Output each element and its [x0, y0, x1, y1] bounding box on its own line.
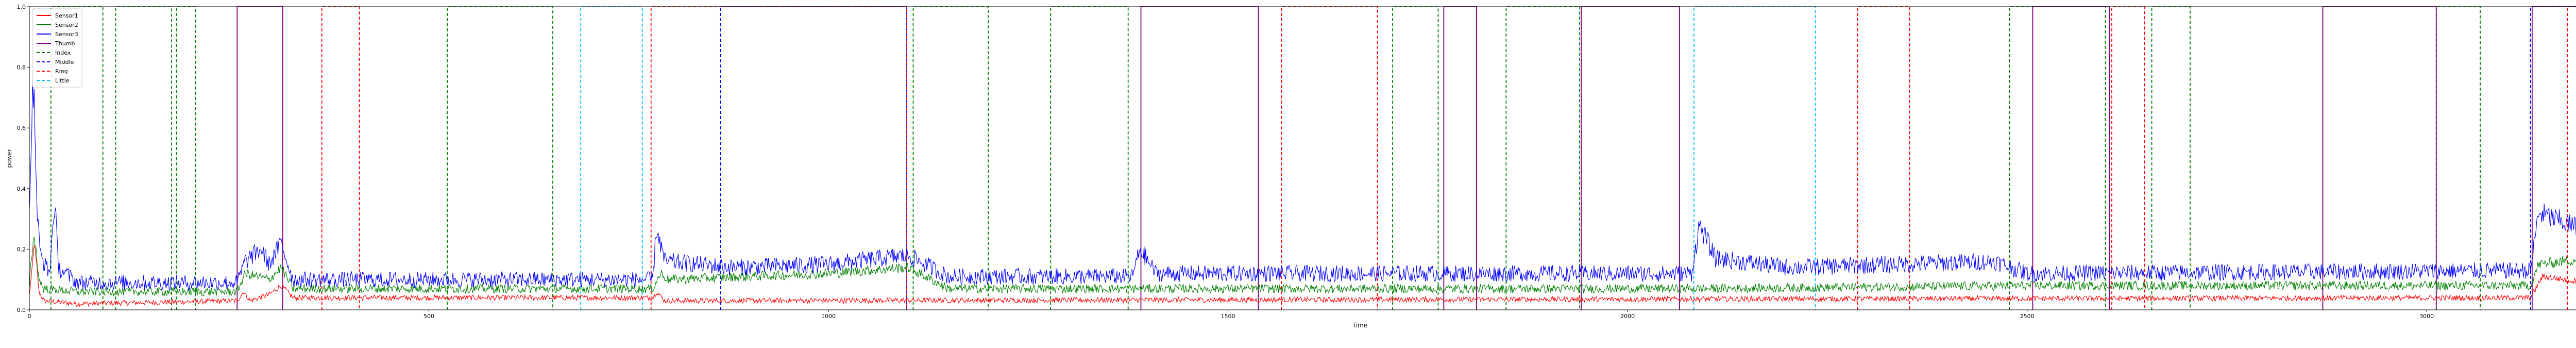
series-sensor3-line	[29, 77, 2576, 291]
sensor-series-layer	[29, 77, 2576, 307]
legend-label: Thumb	[55, 40, 75, 47]
x-tick-label: 500	[423, 313, 434, 320]
gesture-index-segment	[176, 6, 196, 310]
x-tick-label: 2500	[2020, 313, 2035, 320]
gesture-index-segment	[1505, 6, 1580, 310]
legend: Sensor1 Sensor2 Sensor3 Thumb Index Middle Rin…	[32, 8, 82, 88]
gesture-little-segment	[580, 6, 643, 310]
legend-label: Little	[55, 77, 70, 84]
legend-label: Sensor3	[55, 31, 78, 38]
gesture-ring-segment	[650, 6, 907, 310]
legend-box	[32, 8, 82, 88]
series-sensor2-line	[29, 237, 2576, 297]
y-tick-label: 0.8	[17, 64, 26, 71]
legend-label: Middle	[55, 59, 74, 65]
legend-label: Sensor2	[55, 22, 78, 28]
x-tick-label: 0	[28, 313, 31, 320]
plot-area	[29, 7, 2576, 310]
gesture-middle-segment	[720, 6, 907, 310]
series-sensor1-line	[29, 245, 2576, 307]
legend-label: Sensor1	[55, 12, 78, 19]
axes: 0 500 1000 1500 2000 2500 3000 0.0 0.2 0.4 0.6 0.8 1…	[17, 4, 2576, 320]
x-axis-title: Time	[1352, 322, 1367, 329]
gesture-ring-segment	[1857, 6, 1910, 310]
gesture-index-segment	[50, 6, 104, 310]
legend-label: Index	[55, 49, 71, 56]
legend-label: Ring	[55, 68, 68, 75]
y-axis-title: power	[6, 148, 13, 168]
x-tick-label: 2000	[1620, 313, 1635, 320]
y-tick-label: 0.2	[17, 246, 26, 253]
axes-frame	[29, 6, 2576, 310]
plot-background	[29, 7, 2576, 310]
gesture-thumb-segment	[2531, 6, 2576, 310]
x-tick-label: 1500	[1221, 313, 1235, 320]
y-tick-label: 0.4	[17, 186, 26, 192]
x-tick-label: 1000	[821, 313, 836, 320]
x-tick-label: 3000	[2419, 313, 2434, 320]
gesture-ring-segment	[2111, 6, 2145, 310]
y-tick-label: 1.0	[17, 4, 26, 10]
y-tick-label: 0.0	[17, 307, 26, 313]
y-tick-label: 0.6	[17, 125, 26, 131]
gesture-ring-segment	[2567, 6, 2576, 310]
